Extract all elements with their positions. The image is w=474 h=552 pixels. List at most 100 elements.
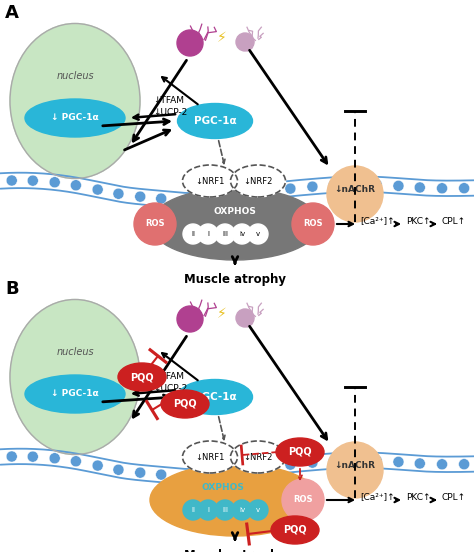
Text: III: III (222, 231, 228, 237)
Text: ↓nAChR: ↓nAChR (335, 185, 375, 194)
Text: I: I (207, 507, 209, 513)
Text: PKC↑: PKC↑ (406, 216, 430, 226)
Circle shape (92, 184, 103, 195)
Ellipse shape (118, 363, 166, 391)
Circle shape (327, 166, 383, 222)
Text: ↓ PGC-1α: ↓ PGC-1α (51, 114, 99, 123)
Circle shape (349, 178, 361, 189)
Circle shape (198, 500, 218, 520)
Circle shape (263, 185, 274, 197)
Ellipse shape (177, 104, 253, 139)
Circle shape (236, 33, 254, 51)
Text: I: I (207, 231, 209, 237)
Ellipse shape (276, 438, 324, 466)
Text: OXPHOS: OXPHOS (214, 208, 256, 216)
Circle shape (221, 469, 232, 480)
Circle shape (349, 454, 361, 465)
Circle shape (6, 175, 17, 186)
Text: ↓TFAM: ↓TFAM (153, 96, 184, 105)
Text: PGC-1α: PGC-1α (194, 116, 237, 126)
Circle shape (27, 175, 38, 186)
Circle shape (328, 179, 339, 190)
Circle shape (437, 459, 447, 470)
Ellipse shape (150, 464, 320, 536)
Text: ↓NRF2: ↓NRF2 (243, 453, 273, 461)
Circle shape (242, 189, 253, 200)
Text: nucleus: nucleus (56, 347, 94, 357)
Circle shape (414, 182, 425, 193)
Text: ⚡: ⚡ (217, 31, 227, 45)
Circle shape (49, 453, 60, 464)
Text: iv: iv (239, 507, 245, 513)
Text: ⚡: ⚡ (217, 307, 227, 321)
Circle shape (215, 500, 235, 520)
Circle shape (6, 451, 17, 462)
Circle shape (263, 461, 274, 473)
Circle shape (155, 193, 167, 204)
Ellipse shape (182, 165, 237, 197)
Circle shape (199, 471, 210, 482)
Text: ↓TFAM: ↓TFAM (153, 372, 184, 381)
Text: CPL↑: CPL↑ (442, 216, 466, 226)
Circle shape (236, 309, 254, 327)
Ellipse shape (161, 390, 209, 418)
Circle shape (232, 500, 252, 520)
Circle shape (178, 471, 189, 482)
Text: ROS: ROS (293, 496, 313, 505)
Ellipse shape (150, 188, 320, 260)
Ellipse shape (282, 479, 324, 521)
Circle shape (459, 459, 470, 470)
Text: ↓UCP-2: ↓UCP-2 (153, 384, 187, 393)
Circle shape (221, 193, 232, 204)
Circle shape (183, 500, 203, 520)
Ellipse shape (230, 165, 285, 197)
Circle shape (242, 465, 253, 476)
Circle shape (327, 442, 383, 498)
Circle shape (178, 195, 189, 206)
Circle shape (393, 457, 404, 468)
Text: ↓ PGC-1α: ↓ PGC-1α (51, 390, 99, 399)
Circle shape (183, 224, 203, 244)
Ellipse shape (182, 441, 237, 473)
Circle shape (177, 306, 203, 332)
Text: ↓nAChR: ↓nAChR (335, 461, 375, 470)
Circle shape (371, 455, 382, 466)
Text: B: B (5, 280, 18, 298)
Circle shape (71, 180, 82, 191)
Ellipse shape (134, 203, 176, 245)
Circle shape (177, 30, 203, 56)
Ellipse shape (10, 24, 140, 178)
Circle shape (437, 183, 447, 194)
Circle shape (113, 464, 124, 475)
Circle shape (285, 459, 296, 470)
Text: v: v (256, 231, 260, 237)
Text: [Ca²⁺]↑: [Ca²⁺]↑ (360, 216, 395, 226)
Text: ROS: ROS (145, 220, 165, 229)
Circle shape (92, 460, 103, 471)
Text: II: II (191, 231, 195, 237)
Text: ↓NRF1: ↓NRF1 (195, 453, 225, 461)
Circle shape (414, 458, 425, 469)
Circle shape (135, 191, 146, 202)
Ellipse shape (177, 380, 253, 415)
Text: PGC-1α: PGC-1α (194, 392, 237, 402)
Circle shape (113, 188, 124, 199)
Circle shape (248, 500, 268, 520)
Text: v: v (256, 507, 260, 513)
Circle shape (307, 457, 318, 468)
Circle shape (27, 451, 38, 462)
Circle shape (459, 183, 470, 194)
Circle shape (248, 224, 268, 244)
Text: Muscle atrophy: Muscle atrophy (184, 549, 286, 552)
Circle shape (135, 467, 146, 478)
Circle shape (71, 456, 82, 467)
Ellipse shape (10, 300, 140, 454)
Ellipse shape (271, 516, 319, 544)
Text: nucleus: nucleus (56, 71, 94, 81)
Circle shape (371, 179, 382, 190)
Text: ROS: ROS (303, 220, 323, 229)
Circle shape (215, 224, 235, 244)
Circle shape (393, 181, 404, 192)
Text: ↓NRF2: ↓NRF2 (243, 177, 273, 185)
Text: PQQ: PQQ (173, 399, 197, 409)
